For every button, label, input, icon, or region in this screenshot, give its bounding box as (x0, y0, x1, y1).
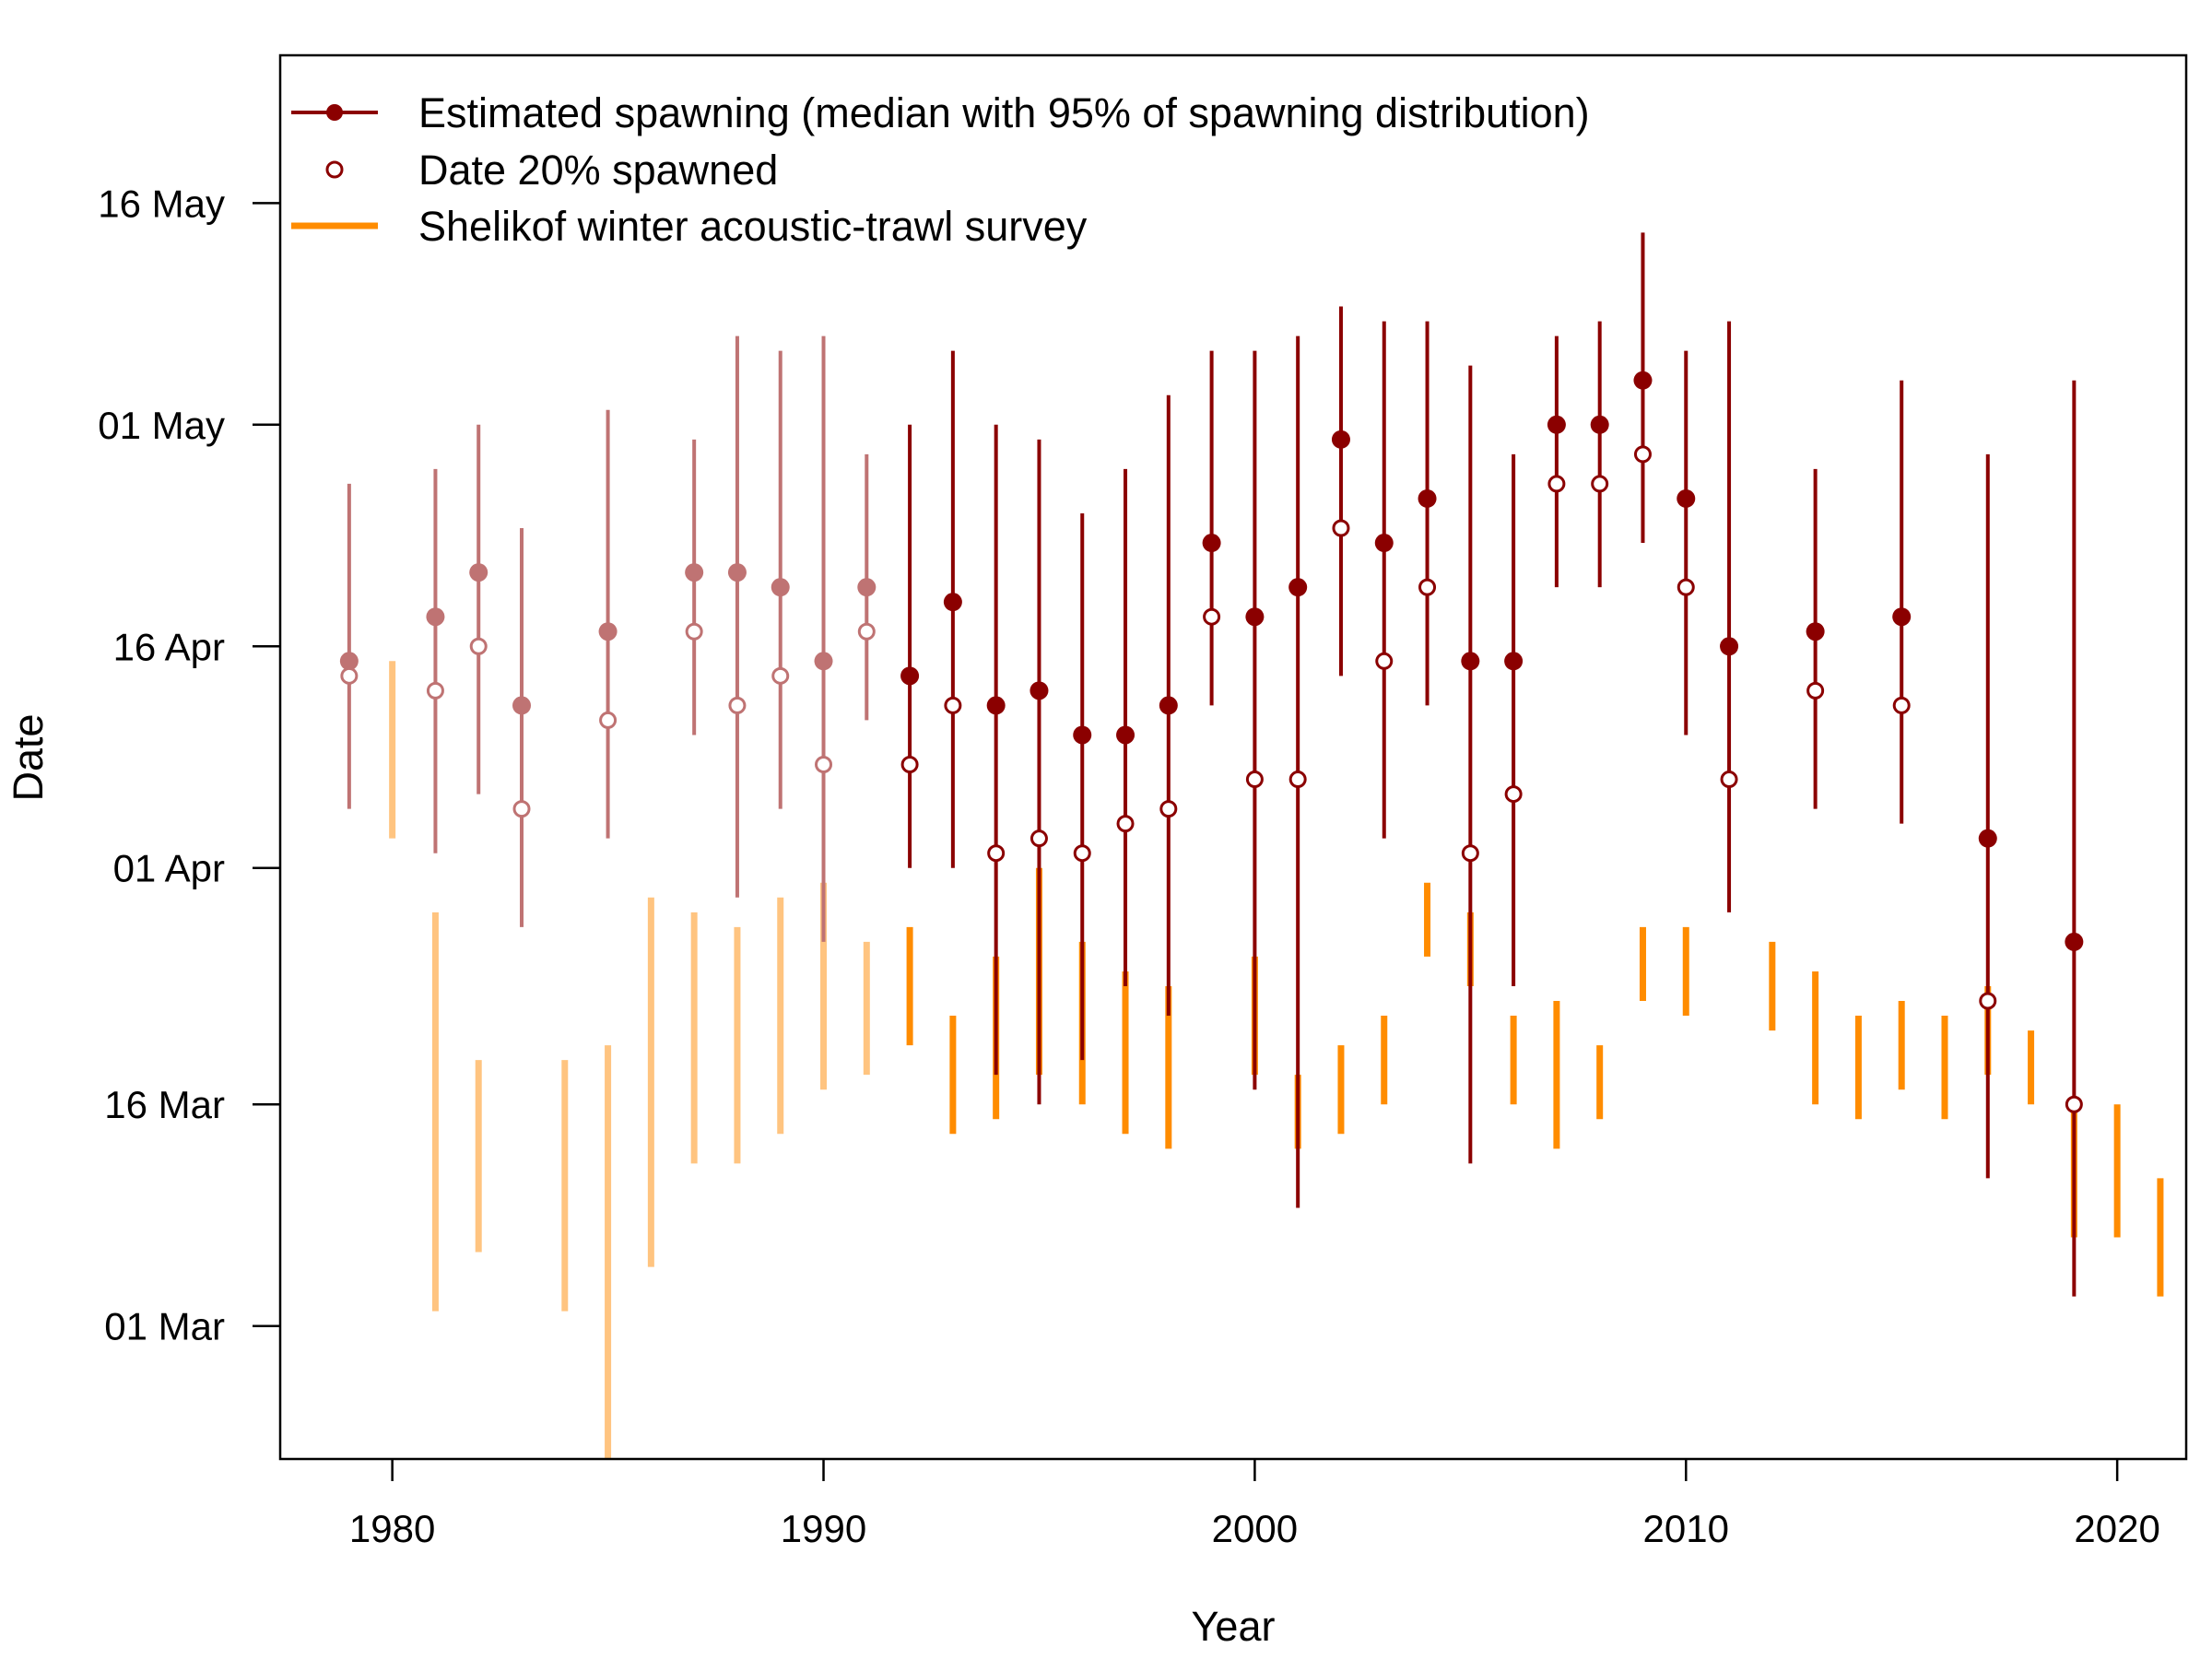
y-tick-label-2000-05-01: 01 May (98, 404, 225, 447)
twenty-percent-point-2015 (1892, 696, 1911, 714)
twenty-percent-point-2011 (1720, 771, 1738, 789)
twenty-percent-point-2002 (1332, 519, 1350, 537)
spawning-median-2010 (1677, 488, 1696, 508)
legend-label-spawning: Estimated spawning (median with 95% of s… (418, 89, 1590, 136)
legend-label-survey: Shelikof winter acoustic-trawl survey (418, 203, 1088, 250)
twenty-percent-point-2007 (1547, 475, 1566, 493)
twenty-percent-point-2019 (2065, 1095, 2083, 1113)
spawning-median-2017 (1978, 829, 1997, 848)
twenty-percent-point-1997 (1116, 815, 1135, 833)
twenty-percent-point-1981 (426, 681, 444, 700)
y-tick-label-2000-04-16: 16 Apr (113, 625, 225, 668)
twenty-percent-point-2017 (1979, 992, 1997, 1010)
spawning-median-2007 (1547, 415, 1566, 434)
y-tick-label-2000-03-16: 16 Mar (104, 1083, 225, 1126)
y-tick-label-2000-05-16: 16 May (98, 182, 225, 225)
y-tick-label-2000-03-01: 01 Mar (104, 1305, 225, 1348)
spawning-median-1985 (598, 622, 618, 641)
spawning-median-2005 (1461, 652, 1480, 671)
spawning-median-2000 (1245, 607, 1265, 627)
twenty-percent-point-2013 (1806, 681, 1825, 700)
twenty-percent-point-2009 (1633, 445, 1652, 464)
spawning-median-2003 (1374, 534, 1394, 553)
spawning-median-1994 (986, 696, 1006, 715)
twenty-percent-point-2001 (1288, 771, 1307, 789)
y-axis-title: Date (5, 713, 52, 801)
spawning-median-1995 (1030, 681, 1049, 700)
legend-label-twenty-percent: Date 20% spawned (418, 147, 778, 194)
spawning-median-1999 (1202, 534, 1221, 553)
x-tick-label-2010: 2010 (1643, 1507, 1729, 1550)
spawning-median-1979 (339, 652, 359, 671)
spawning-median-1981 (426, 607, 445, 627)
twenty-percent-point-1999 (1203, 607, 1221, 626)
twenty-percent-series (340, 445, 2083, 1113)
legend-entry-spawning: Estimated spawning (median with 95% of s… (291, 89, 1590, 136)
twenty-percent-point-2010 (1677, 578, 1695, 596)
y-axis: 01 Mar 16 Mar 01 Apr 16 Apr 01 May 16 May (98, 182, 280, 1348)
legend-open-circle (325, 160, 344, 179)
twenty-percent-point-1989 (771, 666, 790, 685)
spawning-median-2004 (1418, 488, 1437, 508)
legend: Estimated spawning (median with 95% of s… (291, 89, 1590, 250)
twenty-percent-point-1998 (1159, 800, 1178, 818)
spawning-median-1983 (512, 696, 532, 715)
spawning-median-2002 (1331, 429, 1350, 449)
twenty-percent-point-1992 (900, 756, 919, 774)
twenty-percent-point-1996 (1073, 844, 1091, 863)
x-tick-label-2000: 2000 (1212, 1507, 1298, 1550)
legend-entry-twenty-percent: Date 20% spawned (325, 147, 778, 194)
spawning-median-1993 (943, 593, 962, 612)
twenty-percent-point-2004 (1418, 578, 1437, 596)
spawning-median-2013 (1806, 622, 1825, 641)
x-tick-label-1980: 1980 (349, 1507, 435, 1550)
spawning-median-1991 (857, 578, 877, 597)
twenty-percent-point-1988 (728, 696, 747, 714)
x-axis: 1980 1990 2000 2010 2020 (349, 1459, 2160, 1550)
twenty-percent-point-1979 (340, 666, 359, 685)
x-tick-label-2020: 2020 (2074, 1507, 2159, 1550)
spawning-median-1990 (814, 652, 833, 671)
spawning-median-1992 (900, 666, 920, 686)
twenty-percent-point-2003 (1375, 652, 1394, 670)
y-tick-label-2000-04-01: 01 Apr (113, 847, 225, 890)
twenty-percent-point-1993 (944, 696, 962, 714)
spawning-median-1998 (1159, 696, 1178, 715)
spawning-median-2019 (2065, 932, 2084, 951)
legend-point-spawning (326, 104, 343, 121)
spawning-median-2001 (1288, 578, 1308, 597)
x-axis-title: Year (1192, 1603, 1276, 1650)
twenty-percent-point-1991 (857, 622, 876, 641)
spawning-median-1988 (727, 563, 747, 582)
twenty-percent-point-1987 (685, 622, 703, 641)
x-tick-label-1990: 1990 (781, 1507, 866, 1550)
twenty-percent-point-1983 (512, 800, 531, 818)
twenty-percent-point-2008 (1591, 475, 1609, 493)
spawning-median-2011 (1720, 637, 1739, 656)
twenty-percent-point-1995 (1030, 830, 1048, 848)
plot-area-frame (278, 53, 2188, 1461)
spawning-median-2006 (1504, 652, 1524, 671)
spawning-series (339, 232, 2084, 1297)
spawning-median-1996 (1073, 725, 1092, 745)
spawning-median-1989 (771, 578, 790, 597)
spawning-median-2009 (1633, 371, 1653, 390)
spawning-median-1997 (1116, 725, 1135, 745)
twenty-percent-point-2000 (1245, 771, 1264, 789)
twenty-percent-point-1982 (469, 637, 488, 655)
twenty-percent-point-2006 (1504, 785, 1523, 804)
twenty-percent-point-1990 (815, 756, 833, 774)
spawning-median-1987 (685, 563, 704, 582)
twenty-percent-point-1994 (987, 844, 1006, 863)
spawning-median-2015 (1892, 607, 1912, 627)
spawning-median-2008 (1590, 415, 1609, 434)
twenty-percent-point-2005 (1461, 844, 1479, 863)
twenty-percent-point-1985 (599, 711, 618, 729)
spawning-median-1982 (469, 563, 488, 582)
legend-entry-survey: Shelikof winter acoustic-trawl survey (291, 203, 1088, 250)
